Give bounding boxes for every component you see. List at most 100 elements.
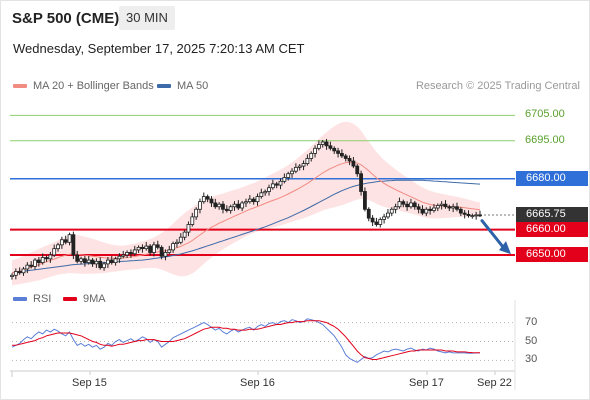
timeframe-button[interactable]: 30 MIN: [119, 6, 175, 30]
candle-body: [171, 243, 176, 251]
candle-body: [244, 201, 248, 204]
candle-body: [228, 206, 233, 211]
candle-body: [401, 201, 406, 205]
candle-body: [336, 150, 340, 154]
candle-body: [98, 260, 103, 269]
candle-body: [102, 263, 106, 269]
rsi-tick-30: 30: [525, 353, 538, 366]
candle-body: [106, 259, 110, 265]
candle-body: [198, 201, 202, 210]
candle-body: [240, 202, 245, 209]
candle-body: [432, 207, 436, 211]
candle-body: [113, 258, 118, 264]
candle-body: [274, 183, 279, 186]
candle-body: [351, 160, 356, 167]
candle-body: [397, 201, 402, 208]
rsi-label: RSI: [33, 293, 52, 305]
candle-body: [71, 234, 76, 256]
legend-ma20: MA 20 + Bollinger Bands: [13, 80, 154, 92]
candle-body: [435, 205, 440, 209]
rsi-swatch: [13, 297, 27, 301]
candle-body: [405, 203, 410, 208]
candle-body: [159, 246, 164, 257]
candle-body: [451, 206, 456, 209]
candle-body: [67, 234, 72, 243]
candle-body: [152, 244, 156, 253]
candle-body: [263, 191, 268, 194]
candle-body: [155, 244, 160, 248]
ma9-swatch: [63, 297, 77, 301]
candle-body: [232, 203, 237, 208]
candle-body: [144, 245, 149, 250]
candle-body: [21, 268, 26, 274]
rsi-ma9-line: [12, 320, 481, 360]
candle-body: [75, 254, 80, 262]
rsi-tick-50: 50: [525, 334, 538, 347]
candle-body: [332, 147, 337, 152]
candle-body: [82, 258, 87, 264]
chart-header: S&P 500 (CME) 30 MIN: [0, 0, 590, 36]
ma50-swatch: [157, 84, 171, 88]
x-axis-label-sep-22: Sep 22: [477, 377, 512, 389]
candle-body: [424, 208, 429, 214]
rsi-line: [11, 318, 480, 363]
candle-body: [63, 239, 68, 243]
candle-body: [466, 213, 471, 217]
candle-body: [44, 257, 49, 260]
candle-body: [370, 217, 375, 223]
candle-body: [190, 216, 195, 225]
candle-body: [136, 246, 141, 251]
candle-body: [125, 252, 129, 256]
level-label-6695-00: 6695.00: [525, 133, 565, 146]
forecast-arrow-shaft: [480, 219, 506, 250]
candle-body: [56, 244, 60, 250]
candle-body: [194, 208, 199, 218]
candle-body: [182, 231, 187, 238]
candle-body: [52, 248, 57, 256]
ma50-label: MA 50: [177, 80, 209, 92]
candle-body: [389, 208, 394, 214]
timestamp: Wednesday, September 17, 2025 7:20:13 AM…: [13, 41, 305, 56]
candle-body: [340, 153, 344, 157]
candle-body: [132, 249, 137, 255]
candle-body: [320, 141, 325, 145]
candle-body: [359, 173, 363, 192]
candle-body: [121, 254, 126, 257]
candle-body: [86, 259, 91, 264]
candle-body: [393, 206, 398, 210]
candle-body: [409, 202, 413, 208]
candle-body: [378, 219, 383, 225]
candle-body: [247, 198, 252, 203]
candle-body: [366, 208, 371, 219]
candle-body: [148, 245, 152, 253]
candle-body: [40, 257, 45, 264]
legend-ma50: MA 50: [157, 80, 208, 92]
ma20-swatch: [13, 84, 27, 88]
candle-body: [129, 252, 133, 255]
legend-rsi: RSI: [13, 293, 51, 305]
ma20-label: MA 20 + Bollinger Bands: [33, 80, 154, 92]
candle-body: [458, 208, 463, 214]
x-axis-label-sep-16: Sep 16: [240, 377, 275, 389]
legend-ma9: 9MA: [63, 293, 106, 305]
candle-body: [386, 212, 390, 218]
candle-body: [455, 206, 459, 210]
candle-body: [374, 221, 379, 225]
candle-body: [167, 249, 172, 253]
candle-body: [17, 271, 22, 274]
candle-body: [259, 192, 264, 197]
candle-body: [221, 203, 225, 210]
candle-body: [140, 246, 145, 250]
candle-body: [347, 158, 352, 162]
instrument-title: S&P 500 (CME): [12, 10, 120, 27]
forecast-arrow-head: [499, 241, 511, 255]
candle-body: [267, 187, 271, 192]
candle-body: [316, 144, 321, 149]
candle-body: [29, 264, 34, 267]
candle-body: [186, 224, 191, 233]
candle-body: [13, 271, 18, 276]
ma50-line: [11, 179, 481, 274]
candle-body: [439, 203, 444, 206]
candle-body: [363, 191, 367, 210]
candle-body: [297, 165, 302, 168]
